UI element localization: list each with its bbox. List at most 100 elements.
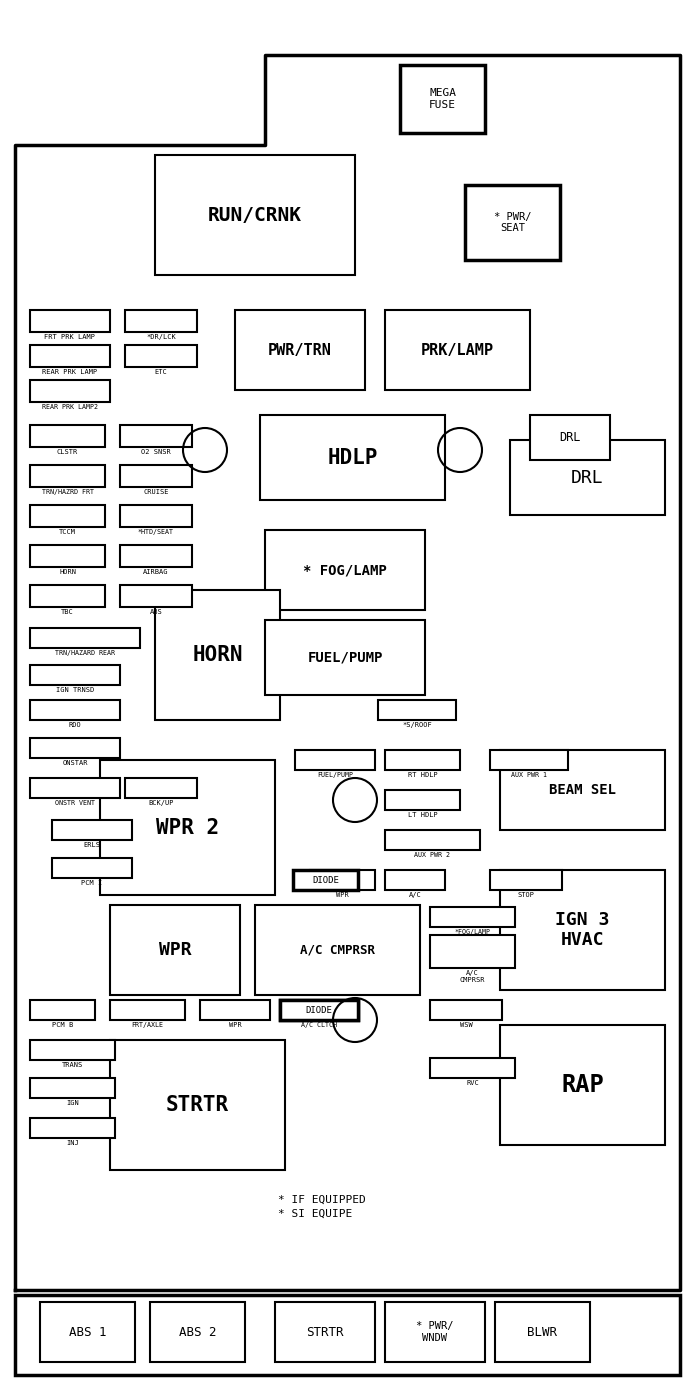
Bar — [125, 309, 197, 331]
Text: STRTR: STRTR — [166, 1095, 229, 1114]
Text: * PWR/
WNDW: * PWR/ WNDW — [416, 1322, 454, 1342]
Bar — [120, 505, 192, 528]
Bar — [110, 1040, 285, 1170]
Text: REAR PRK LAMP: REAR PRK LAMP — [43, 369, 98, 376]
Text: TRN/HAZRD FRT: TRN/HAZRD FRT — [41, 489, 94, 494]
Text: AUX PWR 1: AUX PWR 1 — [511, 772, 547, 778]
Text: HORN: HORN — [59, 569, 76, 574]
Bar — [30, 778, 120, 798]
Text: ABS 1: ABS 1 — [69, 1326, 106, 1338]
Text: WPR 2: WPR 2 — [156, 818, 219, 837]
Bar — [155, 155, 355, 275]
Bar — [30, 628, 140, 648]
Text: TBC: TBC — [61, 609, 74, 615]
Bar — [120, 425, 192, 447]
Text: RDO: RDO — [69, 722, 81, 728]
Bar — [400, 65, 485, 133]
Bar — [430, 1058, 515, 1079]
Text: ABS: ABS — [150, 609, 162, 615]
Text: DIODE: DIODE — [312, 876, 339, 884]
Text: * FOG/LAMP: * FOG/LAMP — [303, 563, 387, 577]
Bar — [125, 778, 197, 798]
Bar — [465, 185, 560, 260]
Text: INJ: INJ — [66, 1139, 79, 1146]
Bar — [430, 907, 515, 927]
Text: O2 SNSR: O2 SNSR — [141, 449, 171, 454]
Bar — [500, 750, 665, 830]
Text: A/C: A/C — [409, 892, 421, 898]
Text: * PWR/
SEAT: * PWR/ SEAT — [493, 211, 531, 233]
Bar — [385, 870, 445, 889]
Text: WPR: WPR — [159, 940, 192, 958]
Text: ABS 2: ABS 2 — [179, 1326, 216, 1338]
Bar — [30, 700, 120, 720]
Text: DRL: DRL — [571, 468, 604, 486]
Bar — [530, 416, 610, 460]
Bar — [500, 870, 665, 990]
Text: PCM B: PCM B — [52, 1022, 73, 1027]
Text: BLWR: BLWR — [528, 1326, 558, 1338]
Text: RT HDLP: RT HDLP — [408, 772, 438, 778]
Bar — [30, 505, 105, 528]
Bar — [265, 620, 425, 695]
Text: TCCM: TCCM — [59, 529, 76, 534]
Bar — [385, 750, 460, 771]
Bar — [30, 1000, 95, 1021]
Bar — [510, 441, 665, 515]
Bar — [385, 830, 480, 849]
Bar — [310, 870, 375, 889]
Bar — [110, 905, 240, 994]
Bar — [30, 737, 120, 758]
Text: AUX PWR 2: AUX PWR 2 — [415, 852, 450, 858]
Text: PRK/LAMP: PRK/LAMP — [421, 342, 494, 358]
Text: WSW: WSW — [460, 1022, 473, 1027]
Bar — [500, 1025, 665, 1145]
Text: FUEL/PUMP: FUEL/PUMP — [308, 650, 382, 664]
Bar — [430, 935, 515, 968]
Bar — [30, 425, 105, 447]
Text: RVC: RVC — [466, 1080, 479, 1085]
Bar — [260, 416, 445, 500]
Text: BEAM SEL: BEAM SEL — [549, 783, 616, 797]
Bar — [385, 1302, 485, 1362]
Text: FRT PRK LAMP: FRT PRK LAMP — [45, 334, 96, 340]
Bar — [280, 1000, 358, 1021]
Bar — [385, 790, 460, 811]
Text: TRANS: TRANS — [62, 1062, 83, 1068]
Text: *FOG/LAMP: *FOG/LAMP — [454, 929, 491, 935]
Text: WPR: WPR — [229, 1022, 241, 1027]
Bar — [490, 870, 562, 889]
Text: TRN/HAZARD REAR: TRN/HAZARD REAR — [55, 650, 115, 656]
Text: HORN: HORN — [192, 645, 243, 666]
Bar — [30, 345, 110, 367]
Text: PWR/TRN: PWR/TRN — [268, 342, 332, 358]
Bar — [30, 545, 105, 568]
Text: A/C
CMPRSR: A/C CMPRSR — [460, 969, 485, 983]
Text: MEGA
FUSE: MEGA FUSE — [429, 88, 456, 110]
Text: CLSTR: CLSTR — [57, 449, 78, 454]
Bar — [30, 1040, 115, 1061]
Bar — [30, 666, 120, 685]
Bar — [265, 530, 425, 610]
Text: LT HDLP: LT HDLP — [408, 812, 438, 818]
Bar — [275, 1302, 375, 1362]
Text: DIODE: DIODE — [305, 1005, 333, 1015]
Text: RUN/CRNK: RUN/CRNK — [208, 206, 302, 225]
Bar — [235, 309, 365, 389]
Bar — [155, 590, 280, 720]
Text: ERLS: ERLS — [83, 842, 101, 848]
Text: IGN 3
HVAC: IGN 3 HVAC — [555, 910, 610, 949]
Text: * IF EQUIPPED
* SI EQUIPE: * IF EQUIPPED * SI EQUIPE — [278, 1195, 366, 1219]
Bar — [30, 586, 105, 608]
Text: ONSTAR: ONSTAR — [62, 760, 88, 766]
Bar — [120, 545, 192, 568]
Text: IGN: IGN — [66, 1101, 79, 1106]
Text: RAP: RAP — [561, 1073, 604, 1097]
Bar — [280, 1000, 358, 1021]
Text: FUEL/PUMP: FUEL/PUMP — [317, 772, 353, 778]
Bar — [378, 700, 456, 720]
Bar — [295, 750, 375, 771]
Bar — [110, 1000, 185, 1021]
Bar — [125, 345, 197, 367]
Bar — [120, 586, 192, 608]
